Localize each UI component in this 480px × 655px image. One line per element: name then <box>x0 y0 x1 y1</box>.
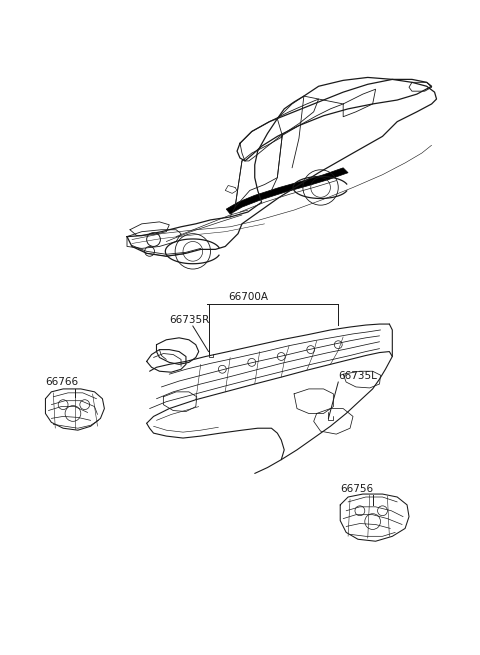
Polygon shape <box>226 168 348 214</box>
Text: 66735L: 66735L <box>338 371 377 381</box>
Text: 66766: 66766 <box>46 377 79 387</box>
Text: 66756: 66756 <box>340 484 373 494</box>
Text: 66700A: 66700A <box>228 292 268 303</box>
Text: 66735R: 66735R <box>169 315 209 325</box>
